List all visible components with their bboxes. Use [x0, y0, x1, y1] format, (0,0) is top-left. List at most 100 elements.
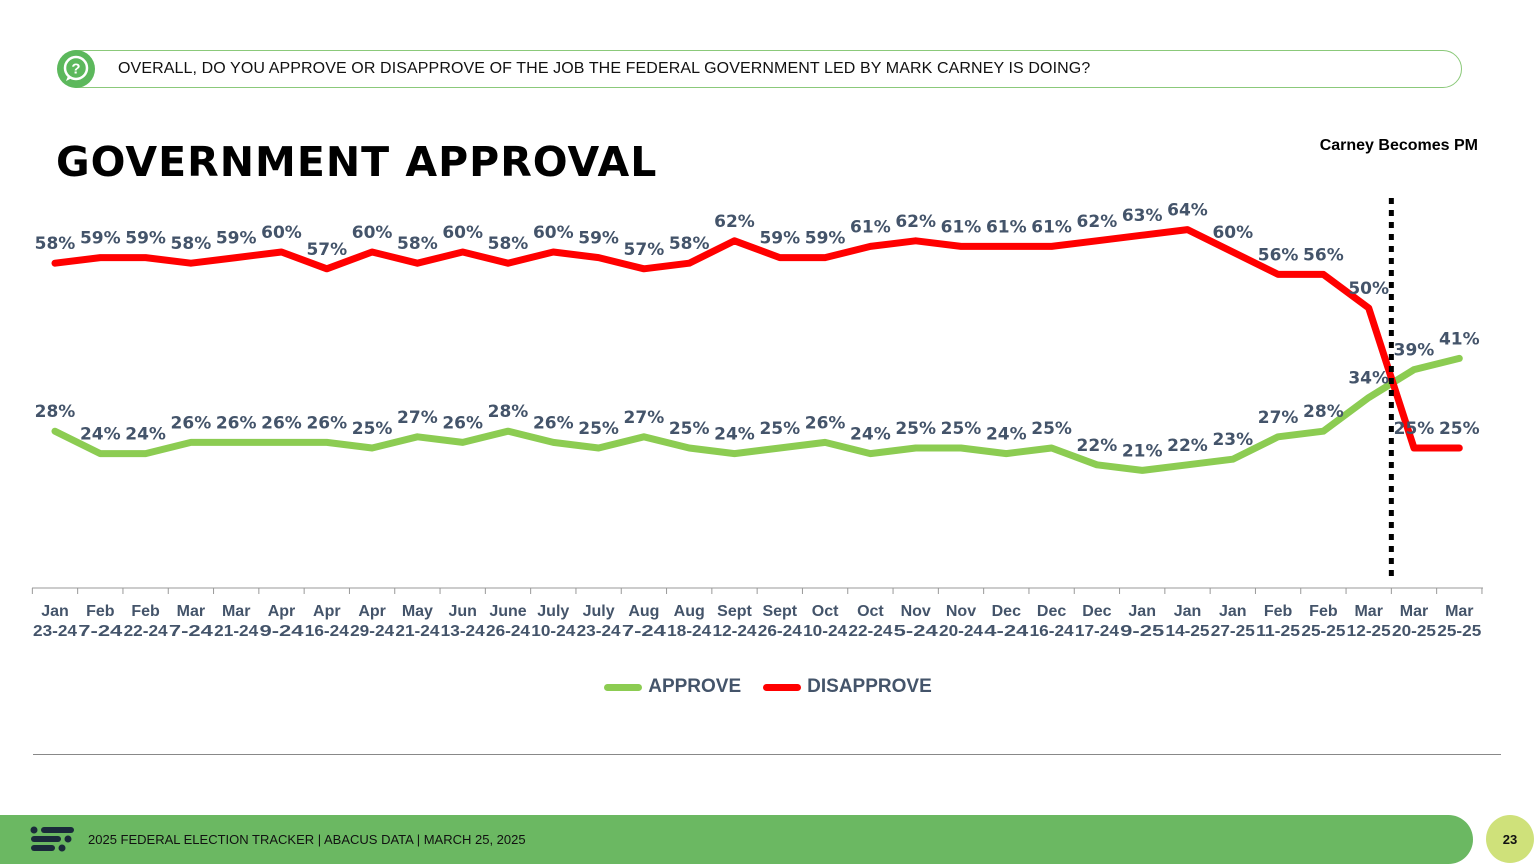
data-label-disapprove: 64% — [1167, 201, 1208, 221]
x-tick-label-month: Jan — [1174, 603, 1202, 620]
data-label-approve: 25% — [759, 419, 800, 439]
data-label-approve: 26% — [805, 413, 846, 433]
legend-disapprove-label: DISAPPROVE — [807, 676, 932, 697]
x-tick-label-date: 27-25 — [1211, 623, 1255, 640]
data-label-approve: 27% — [624, 408, 665, 428]
x-tick-label-month: Apr — [358, 603, 386, 620]
x-tick-label-date: 10-24 — [531, 623, 575, 640]
data-label-disapprove: 59% — [805, 229, 846, 249]
x-tick-label-month: Mar — [1354, 603, 1382, 620]
data-label-approve: 26% — [171, 413, 212, 433]
x-tick-label-date: 25-25 — [1437, 623, 1481, 640]
x-tick-label-month: Aug — [628, 603, 659, 620]
data-label-approve: 25% — [895, 419, 936, 439]
footer-bar — [0, 815, 1473, 864]
x-tick-label-date: 12-25 — [1347, 623, 1391, 640]
data-label-disapprove: 62% — [1077, 212, 1118, 232]
x-tick-label-month: Dec — [1082, 603, 1111, 620]
data-label-disapprove: 59% — [216, 229, 257, 249]
x-tick-label-month: Jun — [448, 603, 476, 620]
x-tick-label-date: 18-24 — [667, 623, 711, 640]
x-tick-label-month: July — [583, 603, 615, 620]
x-tick-label-month: Apr — [313, 603, 341, 620]
data-label-disapprove: 61% — [850, 217, 891, 237]
x-tick-label-month: Oct — [812, 603, 839, 620]
data-label-disapprove: 61% — [941, 217, 982, 237]
data-label-approve: 26% — [216, 413, 257, 433]
data-label-disapprove: 60% — [533, 223, 574, 243]
data-label-approve: 24% — [714, 425, 755, 445]
data-label-approve: 26% — [533, 413, 574, 433]
data-label-approve: 24% — [80, 425, 121, 445]
x-tick-label-date: 23-24 — [577, 623, 621, 640]
data-label-disapprove: 60% — [261, 223, 302, 243]
data-label-approve: 25% — [578, 419, 619, 439]
data-label-approve: 22% — [1167, 436, 1208, 456]
x-tick-label-month: Jan — [1128, 603, 1156, 620]
data-label-approve: 23% — [1212, 430, 1253, 450]
x-tick-label-month: May — [402, 603, 433, 620]
legend-approve-swatch — [604, 683, 643, 691]
data-label-disapprove: 59% — [578, 229, 619, 249]
chart-legend: APPROVE DISAPPROVE — [0, 676, 1536, 698]
x-tick-label-date: 5-24 — [894, 623, 938, 640]
data-label-approve: 24% — [850, 425, 891, 445]
x-tick-label-date: 11-25 — [1256, 623, 1300, 640]
page-number: 23 — [1486, 815, 1534, 863]
x-tick-label-date: 22-24 — [848, 623, 892, 640]
data-label-disapprove: 60% — [352, 223, 393, 243]
x-tick-label-month: July — [537, 603, 569, 620]
data-label-disapprove: 25% — [1439, 419, 1480, 439]
data-label-disapprove: 58% — [171, 234, 212, 254]
footer-text: 2025 FEDERAL ELECTION TRACKER | ABACUS D… — [88, 832, 526, 847]
data-label-disapprove: 60% — [1212, 223, 1253, 243]
series-line-disapprove — [51, 226, 1463, 452]
x-tick-label-month: Nov — [946, 603, 976, 620]
data-label-disapprove: 58% — [669, 234, 710, 254]
svg-text:?: ? — [71, 61, 80, 78]
x-tick-label-month: Feb — [1309, 603, 1338, 620]
x-tick-label-month: Jan — [41, 603, 69, 620]
data-label-approve: 25% — [1031, 419, 1072, 439]
x-tick-label-month: Mar — [177, 603, 205, 620]
data-label-disapprove: 56% — [1258, 245, 1299, 265]
abacus-logo-icon — [30, 826, 76, 856]
data-label-approve: 24% — [986, 425, 1027, 445]
data-label-approve: 28% — [35, 402, 76, 422]
x-tick-label-date: 4-24 — [984, 623, 1028, 640]
data-label-approve: 22% — [1077, 436, 1118, 456]
x-tick-label-date: 21-24 — [395, 623, 439, 640]
x-tick-label-month: Feb — [1264, 603, 1293, 620]
data-label-approve: 25% — [352, 419, 393, 439]
x-tick-label-date: 23-24 — [33, 623, 77, 640]
data-label-approve: 39% — [1394, 341, 1435, 361]
x-tick-label-date: 7-24 — [78, 623, 122, 640]
x-tick-label-date: 26-24 — [758, 623, 802, 640]
data-label-approve: 25% — [669, 419, 710, 439]
data-label-approve: 26% — [261, 413, 302, 433]
x-tick-label-month: Aug — [674, 603, 705, 620]
x-tick-label-date: 26-24 — [486, 623, 530, 640]
x-tick-label-date: 16-24 — [1030, 623, 1074, 640]
x-tick-label-month: Mar — [1445, 603, 1473, 620]
data-label-approve: 28% — [1303, 402, 1344, 422]
data-label-disapprove: 60% — [442, 223, 483, 243]
x-tick-label-date: 7-24 — [169, 623, 213, 640]
legend-approve-label: APPROVE — [648, 676, 742, 697]
data-label-disapprove: 57% — [306, 240, 347, 260]
data-label-disapprove: 61% — [986, 217, 1027, 237]
x-tick-label-date: 10-24 — [803, 623, 847, 640]
x-tick-label-date: 17-24 — [1075, 623, 1119, 640]
data-label-approve: 24% — [125, 425, 166, 445]
data-label-disapprove: 63% — [1122, 206, 1163, 226]
data-label-disapprove: 58% — [488, 234, 529, 254]
x-tick-label-month: Sept — [717, 603, 752, 620]
data-label-disapprove: 50% — [1348, 279, 1389, 299]
footer-divider — [33, 754, 1501, 755]
data-label-disapprove: 61% — [1031, 217, 1072, 237]
data-label-disapprove: 58% — [397, 234, 438, 254]
data-label-disapprove: 57% — [624, 240, 665, 260]
x-tick-label-date: 16-24 — [305, 623, 349, 640]
x-tick-label-month: June — [489, 603, 526, 620]
question-speech-bubble-icon: ? — [57, 50, 95, 88]
